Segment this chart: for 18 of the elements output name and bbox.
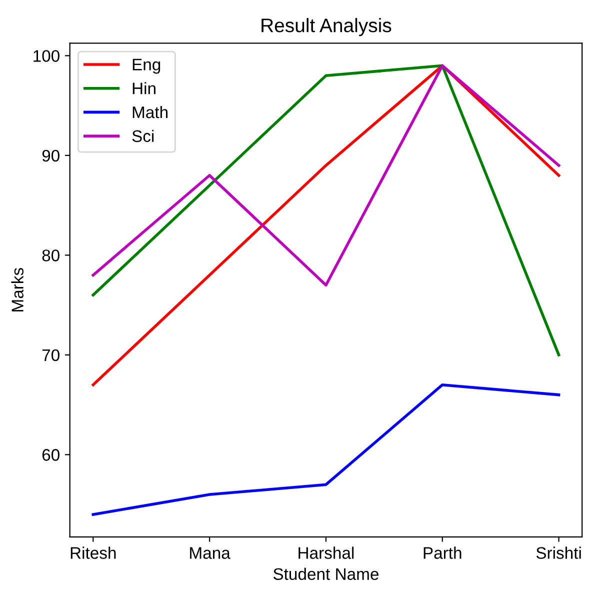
legend-label: Hin [132,82,156,94]
legend-label: Eng [132,58,160,74]
x-tick-label: Srishti [536,546,581,559]
x-tick-label: Mana [190,547,230,559]
x-tick-label: Ritesh [70,546,116,559]
x-tick-label: Harshal [298,546,354,559]
line-series [92,383,560,516]
chart-title: Result Analysis [262,18,392,36]
y-tick-label: 60 [42,449,60,461]
y-tick-label: 80 [42,250,60,262]
y-tick-label: 70 [42,349,60,362]
x-axis-title: Student Name [273,568,378,580]
legend-label: Sci [132,130,154,142]
x-tick-label: Parth [424,546,462,559]
y-tick-label: 100 [34,50,60,62]
y-tick-label: 90 [42,150,60,162]
y-axis-title: Marks [11,268,24,312]
legend-label: Math [132,106,168,118]
